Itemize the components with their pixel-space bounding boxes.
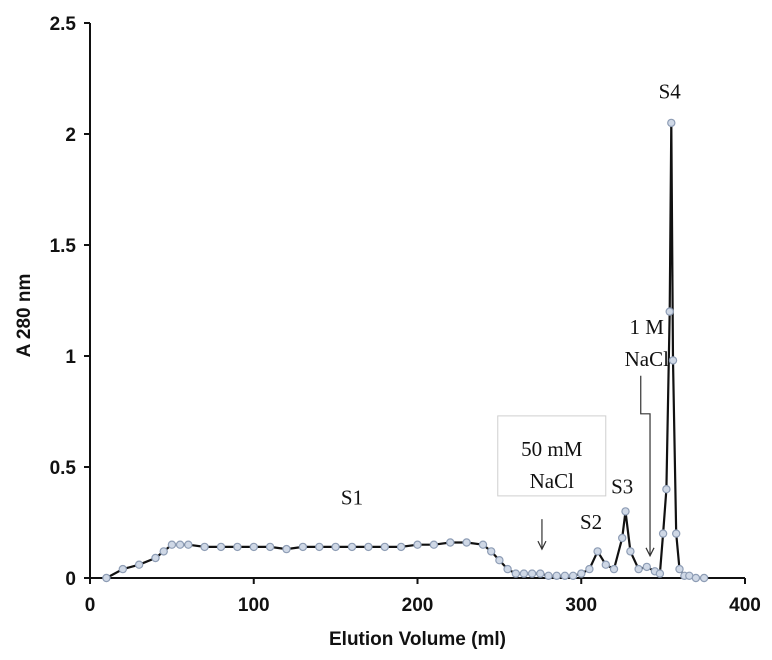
data-point xyxy=(536,569,545,578)
x-axis-title: Elution Volume (ml) xyxy=(329,629,506,650)
data-point xyxy=(216,542,226,552)
x-tick-label: 400 xyxy=(729,595,761,616)
annotation-arrowhead-nacl50 xyxy=(537,540,547,551)
data-point xyxy=(699,573,709,583)
annotation-text-nacl50: NaCl xyxy=(530,469,574,493)
data-point xyxy=(159,547,168,556)
data-point xyxy=(655,569,665,578)
data-point xyxy=(134,560,144,569)
data-point xyxy=(265,542,275,552)
data-point xyxy=(527,569,537,578)
peak-label-s4: S4 xyxy=(659,79,682,103)
data-point xyxy=(665,307,674,316)
data-point xyxy=(577,569,586,578)
data-point xyxy=(331,542,340,552)
data-point xyxy=(462,538,471,547)
annotation-text-nacl1m: NaCl xyxy=(625,347,669,371)
y-tick-label: 0.5 xyxy=(50,458,77,479)
peak-label-s1: S1 xyxy=(341,486,363,510)
data-point xyxy=(621,507,630,516)
data-point xyxy=(102,573,111,583)
y-tick-label: 0 xyxy=(65,569,76,590)
series-line xyxy=(105,122,705,580)
data-point xyxy=(593,547,602,556)
axes xyxy=(84,22,746,584)
data-point xyxy=(552,571,561,581)
data-point xyxy=(118,564,128,574)
data-point xyxy=(175,540,185,549)
data-point xyxy=(544,571,553,581)
x-tick-label: 200 xyxy=(402,595,434,616)
data-point xyxy=(167,540,177,549)
markers xyxy=(102,118,709,583)
data-point xyxy=(282,544,291,554)
annotation-box-nacl50 xyxy=(497,415,607,497)
plot-area xyxy=(102,118,709,583)
peak-label-s3: S3 xyxy=(611,475,633,499)
ticks xyxy=(84,22,746,584)
annotation-arrowhead-nacl1m xyxy=(645,547,655,558)
tick-labels: 0 100 200 300 400 0 0.5 1 1.5 2 2.5 xyxy=(50,14,761,616)
peak-label-s2: S2 xyxy=(580,510,602,534)
annotation-text-nacl1m: 1 M xyxy=(630,315,665,339)
data-point xyxy=(184,540,193,549)
data-point xyxy=(634,564,643,574)
y-tick-label: 2.5 xyxy=(50,14,77,35)
y-tick-label: 2 xyxy=(65,125,76,146)
data-point xyxy=(315,542,324,552)
annotations: S1 S2 S3 S4 50 mM NaCl 1 M NaCl xyxy=(341,79,682,558)
x-tick-label: 300 xyxy=(565,595,597,616)
data-point xyxy=(658,529,668,538)
data-point xyxy=(642,562,652,572)
data-point xyxy=(233,542,242,552)
data-point xyxy=(364,542,373,552)
y-tick-label: 1 xyxy=(65,347,76,368)
y-tick-label: 1.5 xyxy=(50,236,77,257)
data-point xyxy=(380,542,389,552)
x-tick-label: 100 xyxy=(238,595,270,616)
data-point xyxy=(249,542,258,552)
data-point xyxy=(585,564,594,574)
y-axis-title: A 280 nm xyxy=(14,274,35,358)
annotation-text-nacl50: 50 mM xyxy=(521,437,583,461)
data-point xyxy=(487,547,496,556)
data-point xyxy=(298,542,308,552)
data-point xyxy=(396,542,406,552)
data-point xyxy=(609,564,619,574)
x-tick-label: 0 xyxy=(85,595,96,616)
data-point xyxy=(668,356,678,365)
data-point xyxy=(478,540,488,549)
data-point xyxy=(626,547,635,556)
data-point xyxy=(413,540,422,549)
data-point xyxy=(495,556,504,565)
data-point xyxy=(560,571,570,581)
data-point xyxy=(691,573,701,583)
data-point xyxy=(429,540,439,549)
data-point xyxy=(519,569,529,578)
data-point xyxy=(601,560,611,569)
data-point xyxy=(347,542,357,552)
data-point xyxy=(503,564,512,574)
data-point xyxy=(200,542,209,552)
data-point xyxy=(151,553,160,563)
data-point xyxy=(568,571,578,581)
data-point xyxy=(511,569,521,578)
data-point xyxy=(672,529,681,538)
data-point xyxy=(675,564,684,574)
data-point xyxy=(662,485,671,494)
data-point xyxy=(446,538,455,547)
data-point xyxy=(667,118,676,128)
data-point xyxy=(618,533,627,543)
annotation-arrow-nacl1m xyxy=(640,375,651,556)
